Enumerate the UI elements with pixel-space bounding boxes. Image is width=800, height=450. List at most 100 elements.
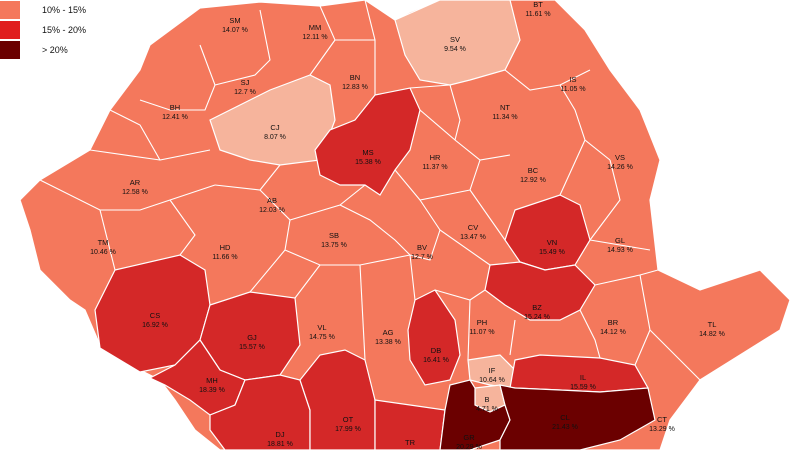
county-code-ot: OT [343,415,354,424]
county-value-tm: 10.46 % [90,249,116,256]
county-value-ab: 12.03 % [259,207,285,214]
county-code-sb: SB [329,231,339,240]
county-value-cs: 16.92 % [142,322,168,329]
county-code-il: IL [580,373,586,382]
county-code-sm: SM [229,16,240,25]
legend-swatch-10-15 [0,1,20,19]
county-code-ag: AG [383,328,394,337]
county-value-sb: 13.75 % [321,242,347,249]
county-code-gl: GL [615,236,625,245]
legend-label: 15% - 20% [42,25,87,35]
county-value-mm: 12.11 % [302,34,327,41]
county-value-is: 11.05 % [560,86,585,93]
county-value-b: 4.71 % [476,406,498,413]
legend-swatch-15-20 [0,21,20,39]
county-code-cv: CV [468,223,478,232]
county-code-dj: DJ [275,430,284,439]
county-code-mh: MH [206,376,218,385]
county-code-is: IS [569,75,576,84]
county-value-ms: 15.38 % [355,159,381,166]
county-code-br: BR [608,318,619,327]
county-code-tl: TL [708,320,717,329]
county-code-cj: CJ [270,123,279,132]
county-value-bz: 15.24 % [524,314,550,321]
county-value-ct: 13.29 % [649,426,675,433]
county-value-if: 10.64 % [479,377,505,384]
county-value-sm: 14.07 % [222,27,248,34]
county-sv[interactable] [394,0,521,86]
county-code-ct: CT [657,415,667,424]
county-code-tr: TR [405,438,416,447]
county-value-ot: 17.99 % [335,426,361,433]
legend-swatch-gt20 [0,41,20,59]
county-code-tm: TM [98,238,109,247]
legend-label: > 20% [42,45,68,55]
legend: 10% - 15% 15% - 20% > 20% [0,0,87,60]
county-value-gr: 20.29 % [456,444,482,450]
county-value-bt: 11.61 % [525,11,550,18]
county-gr[interactable] [439,379,511,450]
county-code-bc: BC [528,166,539,175]
county-value-vs: 14.26 % [607,164,633,171]
county-value-hd: 11.66 % [212,254,237,261]
county-code-sj: SJ [241,78,250,87]
county-value-vl: 14.75 % [309,334,335,341]
county-value-bv: 12.7 % [411,254,433,261]
county-code-db: DB [431,346,441,355]
county-value-ph: 11.07 % [469,329,494,336]
county-ot[interactable] [299,349,376,450]
county-code-bv: BV [417,243,427,252]
county-code-hd: HD [220,243,231,252]
county-value-mh: 18.39 % [199,387,225,394]
county-borders [39,0,701,381]
county-code-vn: VN [547,238,557,247]
county-value-cj: 8.07 % [264,134,286,141]
county-code-cs: CS [150,311,160,320]
county-value-gj: 15.57 % [239,344,265,351]
county-code-bz: BZ [532,303,542,312]
legend-item: > 20% [0,40,86,60]
legend-item: 10% - 15% [0,0,86,20]
country-base [19,0,791,450]
county-code-bn: BN [350,73,360,82]
county-value-br: 14.12 % [600,329,626,336]
county-value-gl: 14.93 % [607,247,633,254]
county-value-bh: 12.41 % [162,114,188,121]
county-value-sj: 12.7 % [234,89,256,96]
county-code-hr: HR [430,153,441,162]
county-value-vn: 15.49 % [539,249,565,256]
county-code-cl: CL [560,413,570,422]
county-code-bh: BH [170,103,180,112]
county-code-ar: AR [130,178,141,187]
county-value-ar: 12.58 % [122,189,148,196]
county-code-bt: BT [533,0,543,9]
county-value-bn: 12.83 % [342,84,368,91]
legend-label: 10% - 15% [42,5,87,15]
county-code-if: IF [489,366,496,375]
county-code-nt: NT [500,103,510,112]
county-value-cl: 21.43 % [552,424,578,431]
county-db[interactable] [407,289,461,386]
county-value-tl: 14.82 % [699,331,725,338]
county-value-hr: 11.37 % [422,164,447,171]
county-code-ab: AB [267,196,277,205]
county-code-b: B [484,395,489,404]
county-code-sv: SV [450,35,460,44]
legend-item: 15% - 20% [0,20,86,40]
county-value-ag: 13.38 % [375,339,401,346]
county-value-bc: 12.92 % [520,177,546,184]
county-code-gj: GJ [247,333,257,342]
county-code-vl: VL [317,323,326,332]
county-code-ms: MS [362,148,373,157]
county-code-gr: GR [463,433,475,442]
county-code-vs: VS [615,153,625,162]
county-value-sv: 9.54 % [444,46,466,53]
county-value-nt: 11.34 % [492,114,517,121]
county-labels: SM 14.07 % MM 12.11 % SV 9.54 % BT 11.61 % SJ 12.… [90,0,725,450]
county-code-ph: PH [477,318,487,327]
county-cl[interactable] [499,384,656,450]
county-code-mm: MM [309,23,322,32]
county-value-il: 15.59 % [570,384,596,391]
county-value-dj: 18.81 % [267,441,293,448]
